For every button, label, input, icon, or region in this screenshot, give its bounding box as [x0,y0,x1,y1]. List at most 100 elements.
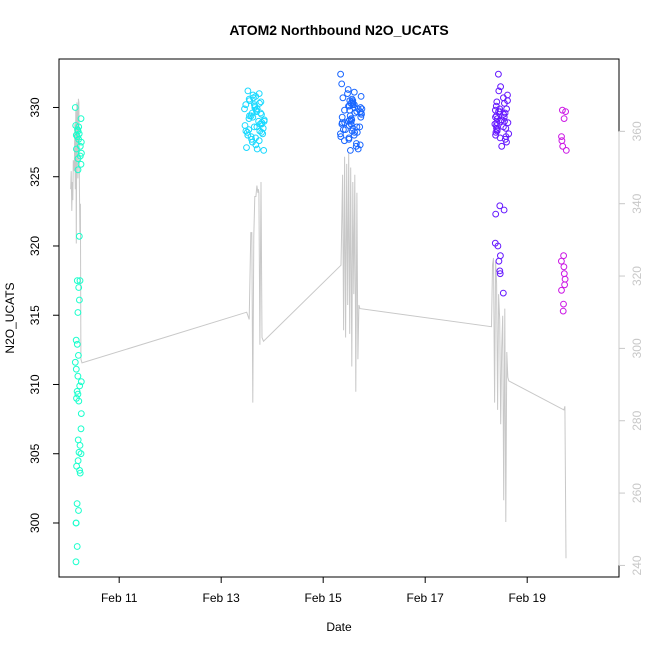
data-point [76,442,84,449]
data-point [73,277,81,285]
right-tick-label: 320 [630,266,644,286]
y-tick-label: 300 [28,513,42,533]
y-tick-label: 315 [28,305,42,325]
data-point [357,93,365,100]
data-point [558,257,565,265]
data-point [260,147,268,154]
data-point [76,277,84,285]
data-point [250,123,258,131]
y-tick-label: 330 [28,97,42,117]
data-point [561,281,568,289]
data-point [493,124,500,132]
data-point [356,108,364,115]
y-tick-label: 305 [28,443,42,463]
data-point [493,98,501,106]
data-point [558,133,565,141]
data-point [74,155,82,163]
y-tick-label: 325 [28,166,42,186]
data-point [75,232,83,240]
data-point [347,99,355,107]
right-tick-label: 240 [630,555,644,575]
data-point [500,94,507,102]
data-point [350,101,358,109]
data-point [258,111,265,118]
data-point [500,206,508,214]
data-point [253,108,261,115]
data-point [560,263,568,271]
data-point [73,543,81,550]
x-tick-label: Feb 15 [305,591,343,605]
data-point [351,104,359,111]
data-point [560,300,567,308]
data-point [255,137,263,145]
data-point [338,113,346,121]
data-point [492,210,500,218]
data-point [74,390,82,398]
data-point [71,358,79,366]
data-point [74,436,82,444]
data-point [72,519,80,527]
data-point [338,80,346,88]
data-point [75,397,83,405]
data-point [349,124,357,132]
data-point [252,141,260,149]
data-point [497,83,505,91]
altitude-trace [70,98,567,559]
data-point [75,507,82,514]
right-tick-label: 300 [630,338,644,358]
data-point [561,275,569,283]
data-point [562,147,570,154]
data-point [73,388,81,395]
data-point [253,145,261,153]
data-point [337,133,345,141]
data-point [253,105,261,113]
data-point [491,120,499,128]
data-point [497,252,504,260]
x-axis: Feb 11 Feb 13 Feb 15 Feb 17 Feb 19 [101,576,547,605]
y-axis: 300 305 310 315 320 325 330 [28,97,60,533]
data-point [77,410,85,418]
data-point [558,137,566,145]
data-point [249,113,257,121]
right-tick-label: 260 [630,483,644,503]
data-point [241,105,248,113]
data-point [75,352,82,359]
data-point [353,123,361,131]
data-point [339,94,347,102]
data-point [560,115,568,122]
data-point [501,117,508,125]
data-point [495,257,503,265]
x-tick-label: Feb 19 [509,591,547,605]
data-point [346,116,354,124]
data-point [499,289,507,297]
data-point [501,99,508,107]
data-point [260,117,268,125]
data-point [350,131,358,139]
data-point [344,86,352,93]
data-point [257,109,265,117]
data-point [502,124,510,132]
data-point [347,147,354,154]
data-point [77,425,85,433]
data-point [560,252,567,260]
data-point [560,270,568,278]
data-point [258,129,266,136]
data-point [243,144,250,152]
data-point [77,378,85,386]
data-point [76,296,83,304]
data-point [559,307,567,315]
data-point [244,131,252,139]
data-point [498,142,506,150]
data-point [242,127,250,135]
right-tick-label: 360 [630,121,644,141]
data-point [249,91,257,99]
data-point [72,558,80,566]
data-point [75,284,83,291]
data-point [77,115,85,122]
data-point [74,166,82,174]
data-point [243,129,251,136]
data-point [496,108,504,115]
data-point [342,126,349,134]
x-tick-label: Feb 13 [203,591,241,605]
